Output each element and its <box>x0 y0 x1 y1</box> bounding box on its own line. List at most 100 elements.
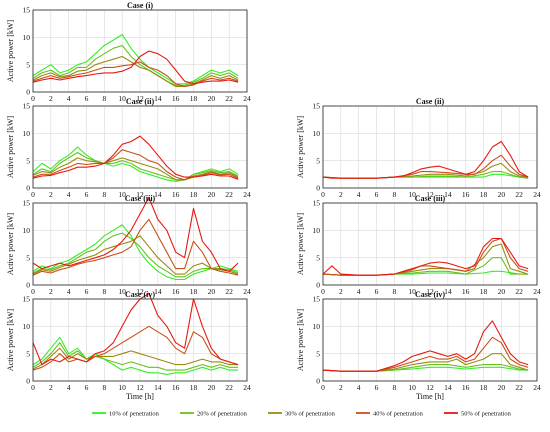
y-tick-label: 0 <box>316 281 320 290</box>
x-tick-label: 22 <box>225 287 233 296</box>
x-tick-label: 0 <box>321 383 325 392</box>
plot-frame <box>32 298 248 382</box>
x-tick-label: 4 <box>357 383 361 392</box>
x-tick-label: 8 <box>102 287 106 296</box>
series-line <box>32 135 239 180</box>
x-tick-label: 18 <box>480 190 488 199</box>
x-tick-label: 18 <box>480 383 488 392</box>
legend-label: 10% of penetration <box>109 410 160 417</box>
x-tick-label: 16 <box>462 287 470 296</box>
x-tick-label: 20 <box>208 287 216 296</box>
series-line <box>32 146 239 182</box>
x-tick-label: 24 <box>533 190 541 199</box>
y-tick-label: 0 <box>26 184 30 193</box>
x-tick-label: 10 <box>408 383 416 392</box>
x-tick-label: 2 <box>49 190 53 199</box>
y-axis-label: Active power [kW] <box>6 213 15 276</box>
x-tick-label: 12 <box>426 190 434 199</box>
legend-item: 30% of penetration <box>268 410 336 417</box>
series-line <box>32 151 239 181</box>
y-tick-label: 10 <box>23 129 31 138</box>
x-tick-label: 16 <box>172 287 180 296</box>
x-tick-label: 18 <box>190 287 198 296</box>
y-tick-label: 10 <box>23 33 31 42</box>
panel-title: Case (iii) <box>125 194 156 203</box>
x-tick-label: 6 <box>85 287 89 296</box>
series-line <box>32 44 239 86</box>
series-line <box>32 55 239 88</box>
x-tick-label: 22 <box>225 383 233 392</box>
series-line <box>32 218 239 276</box>
x-tick-label: 18 <box>190 190 198 199</box>
y-tick-label: 15 <box>23 102 31 111</box>
series-line <box>32 224 239 281</box>
y-tick-label: 5 <box>316 253 320 262</box>
x-tick-label: 4 <box>67 190 71 199</box>
x-tick-label: 4 <box>67 383 71 392</box>
legend-item: 50% of penetration <box>444 410 512 417</box>
x-tick-label: 4 <box>357 287 361 296</box>
legend-label: 20% of penetration <box>197 410 248 417</box>
series-line <box>32 292 239 366</box>
x-tick-label: 20 <box>498 383 506 392</box>
plot-frame <box>32 202 248 286</box>
x-tick-label: 6 <box>375 383 379 392</box>
x-tick-label: 12 <box>136 190 144 199</box>
x-tick-label: 12 <box>136 383 144 392</box>
x-tick-label: 22 <box>515 190 523 199</box>
x-tick-label: 2 <box>49 94 53 103</box>
x-tick-label: 22 <box>515 383 523 392</box>
x-tick-label: 24 <box>243 287 251 296</box>
x-tick-label: 22 <box>225 94 233 103</box>
x-tick-label: 14 <box>154 383 162 392</box>
plot-frame <box>32 9 248 93</box>
plot-frame <box>322 298 538 382</box>
y-axis-label: Active power [kW] <box>296 213 305 276</box>
x-tick-label: 12 <box>136 287 144 296</box>
y-tick-label: 5 <box>316 156 320 165</box>
x-tick-label: 10 <box>118 190 126 199</box>
x-tick-label: 8 <box>392 383 396 392</box>
y-tick-label: 10 <box>23 322 31 331</box>
x-tick-label: 18 <box>480 287 488 296</box>
x-tick-label: 16 <box>172 190 180 199</box>
panel-title: Case (iii) <box>415 194 446 203</box>
y-tick-label: 0 <box>26 88 30 97</box>
y-axis-label: Active power [kW] <box>6 309 15 372</box>
y-tick-label: 5 <box>26 253 30 262</box>
y-tick-label: 15 <box>23 295 31 304</box>
plot-frame <box>32 105 248 189</box>
x-tick-label: 14 <box>154 287 162 296</box>
y-tick-label: 15 <box>313 199 321 208</box>
x-tick-label: 4 <box>357 190 361 199</box>
x-tick-label: 2 <box>49 383 53 392</box>
x-tick-label: 6 <box>85 383 89 392</box>
x-tick-label: 22 <box>515 287 523 296</box>
x-tick-label: 2 <box>339 383 343 392</box>
x-tick-label: 12 <box>426 287 434 296</box>
legend: 10% of penetration 20% of penetration 30% … <box>92 410 512 417</box>
panel-title: Case (ii) <box>416 97 445 106</box>
x-tick-label: 14 <box>444 287 452 296</box>
legend-label: 40% of penetration <box>373 410 424 417</box>
x-tick-label: 0 <box>321 287 325 296</box>
panel-title: Case (i) <box>127 1 153 10</box>
x-tick-label: 10 <box>118 383 126 392</box>
x-tick-label: 20 <box>498 287 506 296</box>
x-tick-label: 12 <box>426 383 434 392</box>
legend-item: 20% of penetration <box>180 410 248 417</box>
y-axis-label: Active power [kW] <box>296 309 305 372</box>
y-tick-label: 10 <box>313 129 321 138</box>
x-tick-label: 8 <box>102 94 106 103</box>
y-tick-label: 5 <box>26 60 30 69</box>
plot-frame <box>322 202 538 286</box>
legend-item: 10% of penetration <box>92 410 160 417</box>
y-tick-label: 10 <box>313 226 321 235</box>
